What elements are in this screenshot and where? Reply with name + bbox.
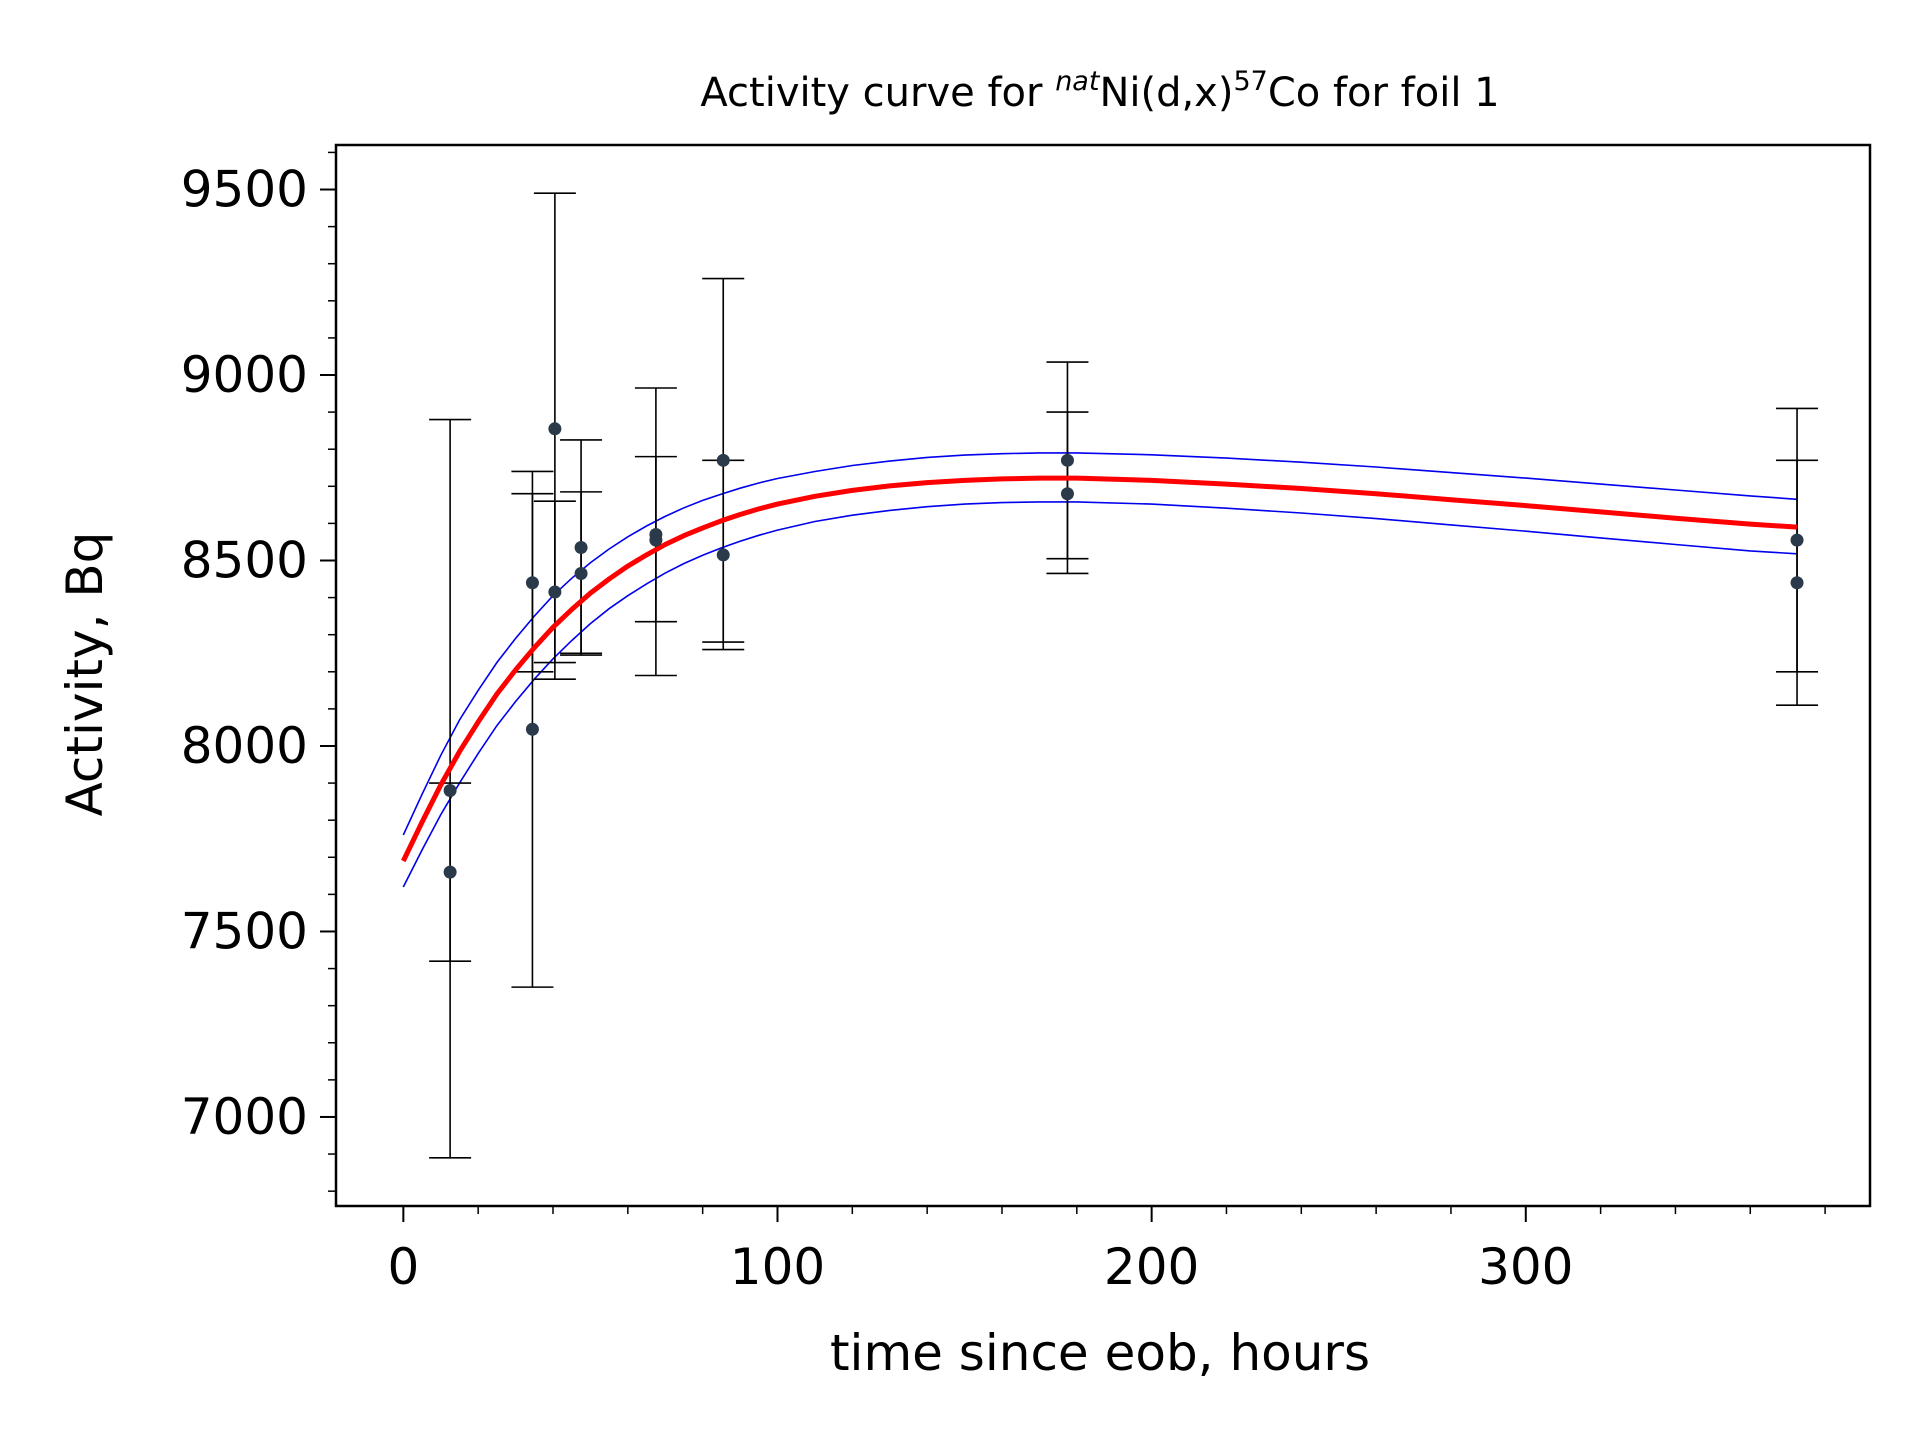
lower-confidence-band bbox=[402, 501, 1798, 888]
x-tick-label: 0 bbox=[387, 1238, 419, 1296]
title-sup-57: 57 bbox=[1233, 66, 1267, 97]
x-tick-label: 300 bbox=[1478, 1238, 1573, 1296]
title-sup-nat: nat bbox=[1055, 66, 1101, 97]
data-point bbox=[716, 548, 730, 562]
title-post: Co for foil 1 bbox=[1268, 70, 1500, 116]
title-pre: Activity curve for bbox=[700, 70, 1055, 116]
data-point bbox=[443, 784, 457, 798]
error-bar bbox=[429, 782, 472, 1159]
data-point bbox=[716, 453, 730, 467]
plot-frame bbox=[334, 143, 1872, 1208]
data-point bbox=[1060, 453, 1074, 467]
data-point bbox=[1790, 533, 1804, 547]
x-tick-label: 100 bbox=[730, 1238, 825, 1296]
data-point bbox=[1790, 576, 1804, 590]
data-point bbox=[574, 566, 588, 580]
y-tick-label: 7500 bbox=[181, 902, 308, 960]
data-point bbox=[525, 576, 539, 590]
data-point bbox=[548, 585, 562, 599]
fit-curve bbox=[401, 475, 1798, 863]
y-tick-label: 8000 bbox=[181, 717, 308, 775]
data-point bbox=[574, 541, 588, 555]
data-point bbox=[1060, 487, 1074, 501]
data-point bbox=[649, 533, 663, 547]
y-axis-label: Activity, Bq bbox=[56, 532, 114, 817]
upper-confidence-band bbox=[402, 452, 1798, 836]
data-point bbox=[548, 422, 562, 436]
y-tick-label: 7000 bbox=[181, 1088, 308, 1146]
title-mid: Ni(d,x) bbox=[1099, 70, 1233, 116]
chart-title: Activity curve for natNi(d,x)57Co for fo… bbox=[700, 66, 1499, 116]
x-axis-label: time since eob, hours bbox=[830, 1324, 1370, 1382]
data-point bbox=[443, 865, 457, 879]
x-tick-label: 200 bbox=[1104, 1238, 1199, 1296]
y-tick-label: 9000 bbox=[181, 346, 308, 404]
y-tick-label: 8500 bbox=[181, 531, 308, 589]
plot-area: 7000 7500 8000 8500 9000 9500 0 100 200 300 bbox=[181, 143, 1872, 1296]
y-tick-label: 9500 bbox=[181, 161, 308, 219]
data-point bbox=[525, 722, 539, 736]
